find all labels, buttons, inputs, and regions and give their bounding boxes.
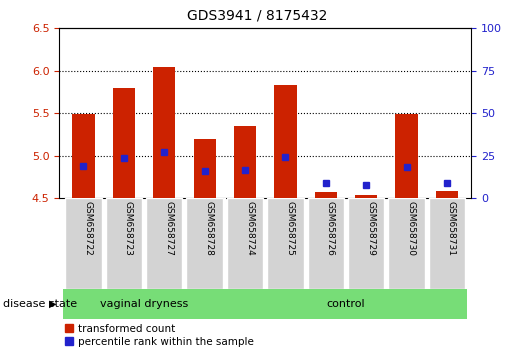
Bar — [72, 114, 95, 198]
FancyBboxPatch shape — [225, 289, 467, 319]
FancyBboxPatch shape — [429, 198, 465, 289]
Text: disease state: disease state — [3, 298, 77, 309]
FancyBboxPatch shape — [267, 198, 304, 289]
Bar — [194, 139, 216, 198]
FancyBboxPatch shape — [146, 198, 182, 289]
Text: GSM658728: GSM658728 — [204, 201, 214, 256]
FancyBboxPatch shape — [307, 198, 344, 289]
Bar — [396, 114, 418, 198]
Text: control: control — [327, 298, 365, 309]
Text: GSM658729: GSM658729 — [366, 201, 375, 256]
Bar — [153, 67, 175, 198]
Text: vaginal dryness: vaginal dryness — [100, 298, 188, 309]
Text: GSM658723: GSM658723 — [124, 201, 133, 256]
Text: GSM658724: GSM658724 — [245, 201, 254, 256]
FancyBboxPatch shape — [348, 198, 384, 289]
FancyBboxPatch shape — [106, 198, 142, 289]
Text: GSM658727: GSM658727 — [164, 201, 173, 256]
FancyBboxPatch shape — [65, 198, 101, 289]
Legend: transformed count, percentile rank within the sample: transformed count, percentile rank withi… — [64, 324, 254, 347]
Bar — [355, 195, 377, 198]
Text: GSM658726: GSM658726 — [326, 201, 335, 256]
FancyBboxPatch shape — [227, 198, 263, 289]
Text: GSM658725: GSM658725 — [285, 201, 295, 256]
FancyBboxPatch shape — [63, 289, 225, 319]
Bar — [315, 192, 337, 198]
Bar — [274, 85, 297, 198]
FancyBboxPatch shape — [186, 198, 223, 289]
Bar — [234, 126, 256, 198]
Bar — [113, 88, 135, 198]
Text: GSM658722: GSM658722 — [83, 201, 93, 256]
Bar — [436, 192, 458, 198]
Text: GDS3941 / 8175432: GDS3941 / 8175432 — [187, 9, 328, 23]
Text: GSM658731: GSM658731 — [447, 201, 456, 256]
FancyBboxPatch shape — [388, 198, 425, 289]
Text: ▶: ▶ — [49, 298, 57, 309]
Text: GSM658730: GSM658730 — [407, 201, 416, 256]
